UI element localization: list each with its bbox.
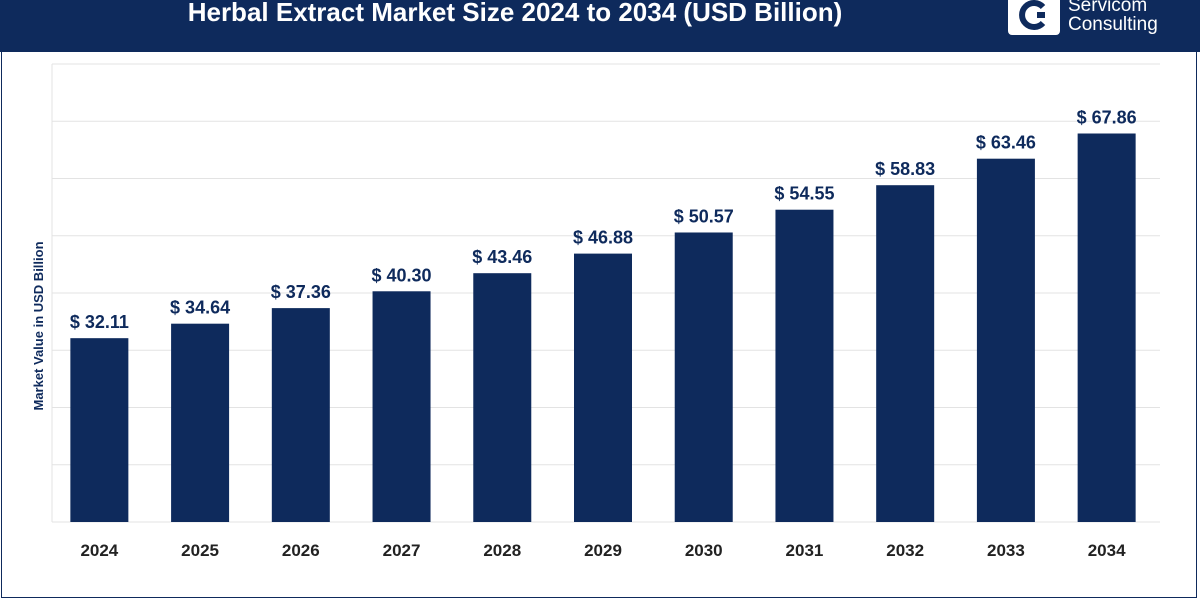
bar-value-label: $ 54.55 (774, 184, 834, 204)
bar (372, 291, 431, 522)
bar-value-label: $ 32.11 (70, 312, 129, 332)
bar-value-label: $ 34.64 (170, 298, 230, 318)
bar-value-label: $ 40.30 (372, 265, 432, 285)
bar (976, 158, 1035, 522)
bar (473, 273, 532, 522)
bar (171, 323, 230, 522)
bar-value-label: $ 63.46 (976, 133, 1036, 153)
chart-title: Herbal Extract Market Size 2024 to 2034 … (187, 0, 843, 27)
chart-frame (1, 52, 1197, 598)
x-tick-label: 2029 (584, 541, 622, 560)
logo-line1: Servicom (1068, 0, 1148, 16)
bar (1077, 133, 1136, 522)
x-tick-label: 2032 (886, 541, 924, 560)
x-tick-label: 2031 (786, 541, 824, 560)
x-tick-label: 2027 (383, 541, 421, 560)
x-tick-label: 2030 (685, 541, 723, 560)
bar-value-label: $ 67.86 (1077, 108, 1137, 128)
x-tick-label: 2026 (282, 541, 320, 560)
bar (775, 209, 834, 523)
x-tick-label: 2034 (1088, 541, 1126, 560)
bar-value-label: $ 46.88 (573, 228, 633, 248)
bar-value-label: $ 37.36 (271, 282, 331, 302)
x-tick-label: 2024 (80, 541, 118, 560)
bar (574, 253, 632, 522)
bar-value-label: $ 43.46 (472, 247, 532, 267)
chart-header: Herbal Extract Market Size 2024 to 2034 … (0, 0, 1200, 52)
bar (674, 232, 733, 522)
x-tick-label: 2033 (987, 541, 1025, 560)
bar-value-label: $ 50.57 (674, 206, 734, 226)
bar (70, 338, 129, 522)
company-logo: Servicom Consulting (1008, 0, 1158, 36)
logo-line2: Consulting (1068, 14, 1158, 35)
y-axis-label: Market Value in USD Billion (31, 241, 46, 410)
bar (271, 308, 330, 522)
bar (876, 185, 935, 523)
logo-text: Servicom Consulting (1068, 0, 1158, 34)
bar-value-label: $ 58.83 (875, 159, 935, 179)
x-tick-label: 2028 (483, 541, 521, 560)
x-tick-label: 2025 (181, 541, 219, 560)
c-mark-icon (1008, 0, 1060, 35)
